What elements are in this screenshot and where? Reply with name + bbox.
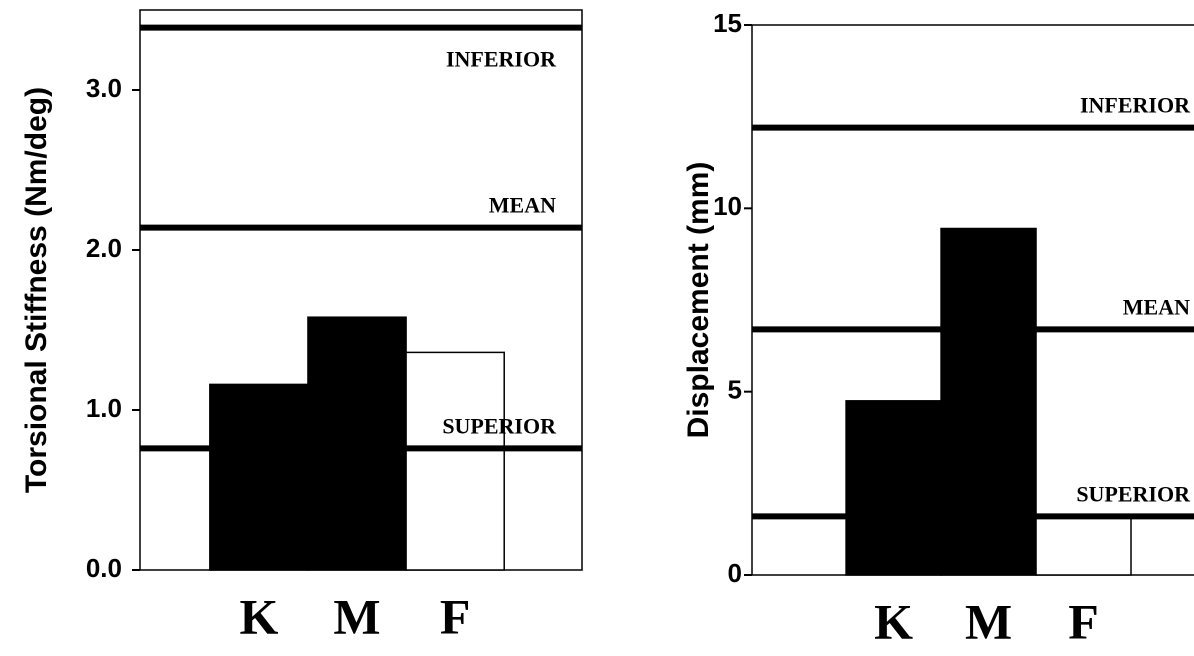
- y-axis-label: Torsional Stiffness (Nm/deg): [20, 87, 53, 493]
- reference-label: MEAN: [1123, 294, 1190, 319]
- y-axis-label: Displacement (mm): [682, 162, 715, 439]
- bar: [940, 227, 1037, 576]
- y-tick-label: 1.0: [86, 393, 122, 423]
- bar: [1035, 515, 1132, 576]
- y-tick-label: 0.0: [86, 553, 122, 583]
- y-tick-label: 2.0: [86, 233, 122, 263]
- y-tick-label: 5: [728, 375, 742, 405]
- bar: [209, 383, 309, 571]
- y-tick-label: 15: [713, 8, 742, 38]
- bar: [307, 316, 407, 571]
- x-tick-label: K: [874, 593, 913, 649]
- y-tick-label: 10: [713, 191, 742, 221]
- x-tick-label: F: [1068, 593, 1099, 649]
- y-tick-label: 3.0: [86, 73, 122, 103]
- reference-label: SUPERIOR: [442, 413, 557, 438]
- reference-label: INFERIOR: [1080, 93, 1191, 118]
- bar: [405, 351, 505, 571]
- x-tick-label: F: [440, 588, 471, 644]
- y-tick-label: 0: [728, 558, 742, 588]
- x-tick-label: M: [333, 588, 380, 644]
- reference-label: SUPERIOR: [1076, 481, 1191, 506]
- x-tick-label: K: [239, 588, 278, 644]
- reference-label: INFERIOR: [446, 47, 557, 72]
- x-tick-label: M: [965, 593, 1012, 649]
- reference-label: MEAN: [489, 193, 556, 218]
- bar: [845, 400, 942, 576]
